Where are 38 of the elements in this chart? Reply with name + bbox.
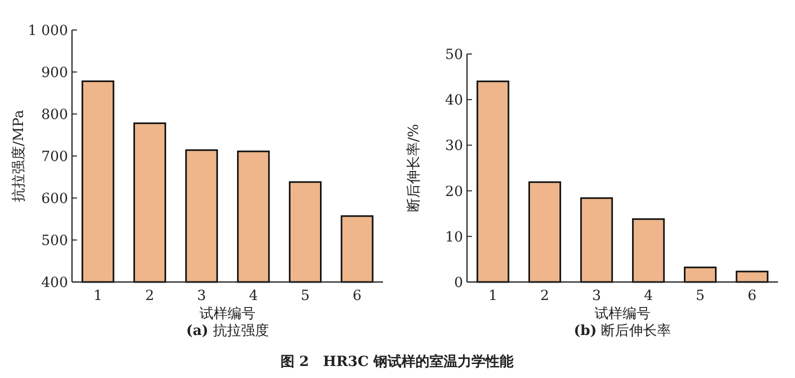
y-tick-label: 900: [41, 65, 68, 81]
y-axis-title: 抗拉强度/MPa: [11, 110, 27, 202]
y-tick-label: 800: [41, 107, 68, 123]
bar: [528, 181, 562, 283]
x-tick-label: 2: [540, 288, 550, 304]
x-tick-label: 2: [145, 288, 154, 304]
x-tick-label: 4: [644, 288, 653, 304]
y-axis-title: 断后伸长率/%: [406, 124, 422, 212]
y-tick-label: 0: [454, 275, 463, 291]
x-tick-label: 3: [592, 288, 602, 304]
y-tick-label: 50: [445, 47, 463, 63]
x-tick-label: 1: [93, 288, 102, 304]
text: (a) 抗拉强度: [186, 323, 269, 339]
x-tick-label: 6: [748, 288, 757, 304]
y-tick-label: 10: [445, 229, 463, 246]
text: (b) 断后伸长率: [574, 323, 672, 339]
y-tick-label: 400: [41, 275, 68, 291]
bar: [684, 266, 717, 283]
bar: [476, 80, 510, 283]
x-tick-label: 5: [696, 288, 705, 304]
y-tick-label: 600: [41, 191, 68, 207]
x-axis-title: 试样编号: [594, 306, 650, 322]
y-tick-label: 20: [445, 184, 463, 200]
y-tick-label: 700: [41, 149, 68, 165]
bar: [736, 270, 768, 283]
bar: [632, 218, 665, 283]
bar: [580, 197, 613, 283]
text: 图 2 HR3C 钢试样的室温力学性能: [280, 353, 515, 370]
x-axis-title: 试样编号: [200, 306, 256, 322]
x-tick-label: 5: [300, 288, 310, 304]
y-tick-label: 500: [41, 233, 68, 249]
x-tick-label: 4: [248, 288, 258, 304]
y-tick-label: 40: [445, 92, 463, 109]
y-tick-label: 1 000: [28, 23, 68, 39]
y-tick-label: 30: [445, 138, 463, 154]
x-tick-label: 6: [352, 288, 362, 304]
x-tick-label: 3: [197, 288, 206, 304]
x-tick-label: 1: [488, 288, 498, 304]
